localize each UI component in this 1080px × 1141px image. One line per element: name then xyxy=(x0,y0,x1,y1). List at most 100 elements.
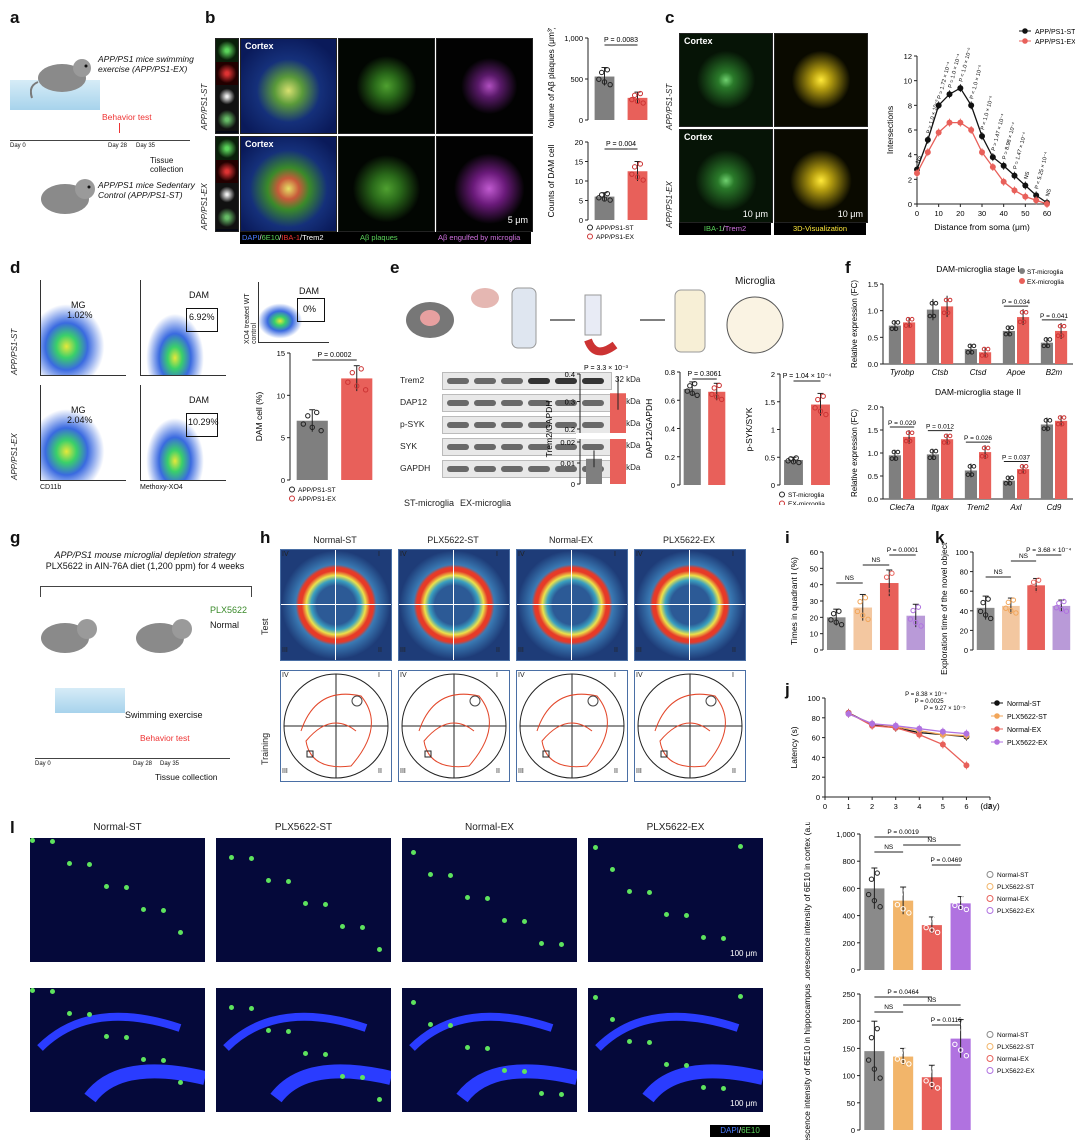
legend-trem2: Trem2 xyxy=(724,224,747,233)
bar xyxy=(979,452,992,499)
quadrant-label: III xyxy=(636,647,642,654)
behavior-test-label: Behavior test xyxy=(102,112,152,122)
chart-b-volume: 0 500 1,000 Volume of Aβ plaques (μm³) P = 0… xyxy=(546,28,648,128)
y-tick-label: 0.8 xyxy=(665,368,675,377)
data-point xyxy=(900,906,906,912)
row-label-st: APP/PS1-ST xyxy=(665,83,674,130)
bar xyxy=(979,352,992,364)
quadrant-label: I xyxy=(614,551,616,558)
y-tick-label: 10 xyxy=(575,177,583,186)
data-point xyxy=(865,1057,872,1063)
panel-b-images: APP/PS1-ST APP/PS1-EX Cortex Cortex 5 μm… xyxy=(200,30,535,250)
row-label-st: APP/PS1-ST xyxy=(10,328,19,375)
data-point xyxy=(1059,421,1065,427)
data-point xyxy=(692,380,698,387)
quadrant-label: I xyxy=(732,551,734,558)
x-tick-label: Apoe xyxy=(1006,368,1026,377)
data-point xyxy=(833,619,839,625)
plx-label: PLX5622 xyxy=(210,605,248,615)
quadrant-label: I xyxy=(496,551,498,558)
data-point xyxy=(1033,586,1039,593)
p-value-label: P = 3.3 × 10⁻³ xyxy=(584,365,629,372)
bar xyxy=(893,1056,914,1130)
data-point xyxy=(906,1061,912,1067)
x-axis-label: (day) xyxy=(980,801,1000,811)
x-tick-label: 50 xyxy=(1021,209,1029,218)
legend-iba1: IBA-1 xyxy=(281,233,300,242)
data-point xyxy=(914,170,920,177)
series-line xyxy=(848,712,967,738)
p-value-label: NS xyxy=(1023,171,1031,180)
p-value-label: P = 0.004 xyxy=(606,141,636,148)
y-tick-label: 2.0 xyxy=(868,403,878,412)
data-point xyxy=(1011,172,1018,179)
legend-plaques: Aβ plaques xyxy=(360,233,398,242)
x-axis-label: Distance from soma (μm) xyxy=(934,222,1030,232)
mg-ex-pct: 2.04% xyxy=(67,415,93,425)
panel-letter-i: i xyxy=(785,528,790,547)
c-st-3d-image xyxy=(774,33,868,127)
data-point xyxy=(854,608,861,615)
data-point xyxy=(897,1050,903,1056)
y-tick-label: 80 xyxy=(960,568,968,577)
panel-letter-e: e xyxy=(390,258,400,277)
data-point xyxy=(883,574,890,580)
cortex-label: Cortex xyxy=(684,132,713,142)
legend-marker xyxy=(289,495,295,502)
y-tick-label: 100 xyxy=(807,694,820,703)
b-st-engulfed-image xyxy=(436,38,533,134)
data-point xyxy=(935,102,942,109)
c-ex-iba1-image: Cortex 10 μm xyxy=(679,129,773,223)
data-point xyxy=(932,1065,938,1071)
x-tick-label: Clec7a xyxy=(890,503,915,512)
legend-6e10: 6E10 xyxy=(261,233,280,242)
data-point xyxy=(983,353,989,358)
y-tick-label: 10 xyxy=(904,77,912,86)
x-tick-label: Ctsb xyxy=(932,368,949,377)
quadrant-label: IV xyxy=(400,672,407,679)
wb-lane xyxy=(474,400,496,406)
scale-bar-label: 10 μm xyxy=(837,209,863,219)
y-tick-label: 0.4 xyxy=(565,370,575,379)
data-point xyxy=(909,430,915,436)
data-point xyxy=(1010,597,1017,603)
y-tick-label: 400 xyxy=(842,912,855,921)
bar xyxy=(864,1051,885,1130)
axis-break xyxy=(576,433,631,439)
bracket-label: NS xyxy=(927,837,937,844)
swim-label: Swimming exercise xyxy=(125,710,203,720)
legend-marker xyxy=(587,224,593,231)
panel-c-images: APP/PS1-ST APP/PS1-EX Cortex Cortex 10 μ… xyxy=(665,30,870,240)
panel-h: Test Training Normal-ST I I II II III III IV IV P… xyxy=(260,535,760,805)
wb-band-label: p-SYK xyxy=(400,419,425,429)
legend-label: PLX5622-EX xyxy=(997,908,1035,915)
cortex-label: Cortex xyxy=(245,139,274,149)
data-point xyxy=(836,608,842,614)
data-point xyxy=(1013,610,1019,616)
y-axis-label: Intersections xyxy=(885,106,895,154)
data-point xyxy=(923,924,929,931)
control-pct: 0% xyxy=(303,304,317,314)
h-group-title: PLX5622-ST xyxy=(427,535,479,545)
data-point xyxy=(868,1034,875,1041)
data-point xyxy=(601,196,608,202)
bar xyxy=(950,903,971,970)
quadrant-label: IV xyxy=(282,672,289,679)
bar xyxy=(1055,420,1068,499)
data-point xyxy=(894,1056,901,1062)
panel-letter-c: c xyxy=(665,8,675,27)
quadrant-label: III xyxy=(636,768,642,775)
bracket-label: P = 3.68 × 10⁻⁴ xyxy=(1026,547,1071,554)
data-point xyxy=(1058,606,1065,613)
p-value-label: P = 0.034 xyxy=(1002,299,1030,306)
series-line xyxy=(848,713,967,735)
p-value-label: P = 0.0002 xyxy=(318,352,352,359)
y-tick-label: 60 xyxy=(810,548,818,557)
swim-track-image xyxy=(634,670,746,782)
c-st-iba1-image: Cortex xyxy=(679,33,773,127)
y-tick-label: 2 xyxy=(771,370,775,379)
bracket-label: NS xyxy=(927,997,937,1004)
day0-label: Day 0 xyxy=(10,143,26,149)
data-point xyxy=(874,1025,880,1032)
data-point xyxy=(979,133,985,140)
